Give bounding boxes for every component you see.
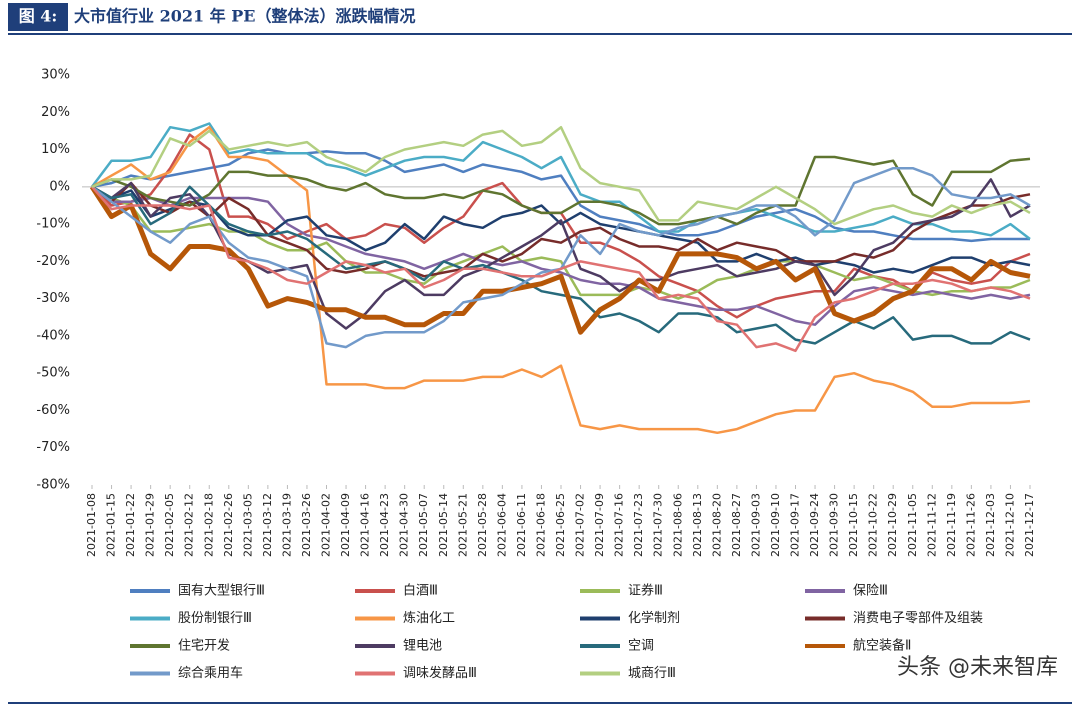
x-tick-label: 2021-02-18 — [202, 493, 215, 557]
x-tick-label: 2021-05-21 — [456, 493, 469, 557]
x-tick-label: 2021-07-30 — [652, 493, 665, 557]
series-line — [91, 185, 1031, 274]
y-tick-label: -80% — [36, 478, 70, 493]
watermark: 头条 @未来智库 — [897, 655, 1058, 680]
y-tick-label: -40% — [36, 328, 70, 343]
x-tick-label: 2021-12-17 — [1023, 493, 1036, 557]
x-tick-label: 2021-07-16 — [613, 493, 626, 557]
legend-label: 空调 — [628, 639, 654, 654]
legend-label: 住宅开发 — [178, 638, 230, 654]
x-tick-label: 2021-05-07 — [417, 493, 430, 557]
x-tick-label: 2021-06-04 — [495, 493, 508, 557]
x-tick-label: 2021-09-24 — [808, 493, 821, 557]
x-tick-label: 2021-05-14 — [437, 493, 450, 557]
x-tick-label: 2021-05-28 — [476, 493, 489, 557]
legend-label: 化学制剂 — [628, 610, 680, 626]
x-tick-label: 2021-08-20 — [710, 493, 723, 557]
x-tick-label: 2021-09-17 — [789, 493, 802, 557]
x-tick-label: 2021-09-30 — [828, 493, 841, 557]
x-tick-label: 2021-07-09 — [593, 493, 606, 557]
legend-label: 调味发酵品Ⅲ — [403, 665, 477, 681]
x-tick-label: 2021-08-27 — [730, 493, 743, 557]
x-tick-label: 2021-04-02 — [320, 493, 333, 557]
plot: 30% 20% 10% 0% -10% -20% -30% -40% -50% -60% -70% -… — [36, 68, 1040, 681]
x-tick-label: 2021-01-29 — [144, 493, 157, 557]
series-line — [91, 125, 1031, 226]
x-tick-label: 2021-04-23 — [378, 493, 391, 557]
x-tick-label: 2021-01-15 — [105, 493, 118, 557]
x-tick-label: 2021-02-05 — [163, 493, 176, 557]
x-tick-label: 2021-02-26 — [222, 493, 235, 557]
legend-label: 综合乘用车 — [178, 665, 243, 681]
legend-label: 保险Ⅲ — [853, 584, 888, 599]
series-line — [91, 185, 1031, 345]
x-tick-label: 2021-02-12 — [183, 493, 196, 557]
x-tick-label: 2021-11-19 — [945, 493, 958, 557]
y-tick-label: 0% — [49, 179, 70, 194]
legend-label: 股份制银行Ⅲ — [178, 611, 252, 626]
x-tick-label: 2021-06-25 — [554, 493, 567, 557]
x-tick-label: 2021-04-09 — [339, 493, 352, 557]
y-tick-label: 10% — [41, 142, 70, 157]
series-line — [89, 185, 1031, 335]
x-tick-label: 2021-11-12 — [925, 493, 938, 557]
legend-label: 炼油化工 — [403, 611, 455, 626]
x-tick-label: 2021-04-30 — [398, 493, 411, 557]
x-tick-label: 2021-11-05 — [906, 493, 919, 557]
x-tick-label: 2021-10-15 — [847, 493, 860, 557]
x-tick-label: 2021-03-19 — [280, 493, 293, 557]
y-tick-label: -50% — [36, 366, 70, 381]
series-line — [91, 185, 1031, 326]
x-tick-label: 2021-06-11 — [515, 493, 528, 557]
series-line — [91, 148, 1030, 243]
x-tick-label: 2021-01-22 — [124, 493, 137, 557]
x-tick-label: 2021-11-26 — [964, 493, 977, 557]
chart-title: 大市值行业 2021 年 PE（整体法）涨跌幅情况 — [74, 7, 415, 26]
x-tick-label: 2021-07-02 — [574, 493, 587, 557]
y-tick-label: -10% — [36, 217, 70, 232]
legend-label: 白酒Ⅲ — [403, 583, 438, 599]
legend-label: 航空装备Ⅱ — [853, 638, 911, 654]
x-tick-label: 2021-12-10 — [1003, 493, 1016, 557]
x-tick-label: 2021-09-10 — [769, 493, 782, 557]
x-tick-label: 2021-08-06 — [671, 493, 684, 557]
y-tick-label: -60% — [36, 403, 70, 418]
legend-label: 城商行Ⅲ — [628, 666, 676, 681]
x-tick-label: 2021-09-03 — [749, 493, 762, 557]
series-line — [91, 155, 1031, 226]
x-tick-label: 2021-03-05 — [241, 493, 254, 557]
series-line — [91, 125, 1031, 435]
x-tick-label: 2021-07-23 — [632, 493, 645, 557]
y-tick-label: 30% — [41, 68, 70, 83]
x-tick-label: 2021-12-03 — [984, 493, 997, 557]
legend-label: 锂电池 — [403, 639, 442, 654]
x-tick-label: 2021-08-13 — [691, 493, 704, 557]
x-tick-label: 2021-10-22 — [867, 493, 880, 557]
x-tick-label: 2021-06-18 — [534, 493, 547, 557]
y-tick-label: -70% — [36, 440, 70, 455]
x-tick-label: 2021-03-12 — [261, 493, 274, 557]
figure-label: 图 4: — [19, 7, 58, 26]
y-tick-label: -30% — [36, 291, 70, 306]
legend-label: 证券Ⅲ — [628, 583, 663, 599]
series-line — [91, 185, 1031, 353]
series-line — [91, 181, 1031, 278]
x-tick-label: 2021-10-29 — [886, 493, 899, 557]
legend-label: 消费电子零部件及组装 — [853, 611, 983, 626]
label-box — [8, 3, 68, 31]
y-tick-label: -20% — [36, 254, 70, 269]
x-tick-label: 2021-01-08 — [85, 493, 98, 557]
y-tick-label: 20% — [41, 105, 70, 120]
x-tick-label: 2021-04-16 — [359, 493, 372, 557]
series-line — [90, 122, 1031, 240]
legend-label: 国有大型银行Ⅲ — [178, 584, 265, 599]
x-tick-label: 2021-03-26 — [300, 493, 313, 557]
